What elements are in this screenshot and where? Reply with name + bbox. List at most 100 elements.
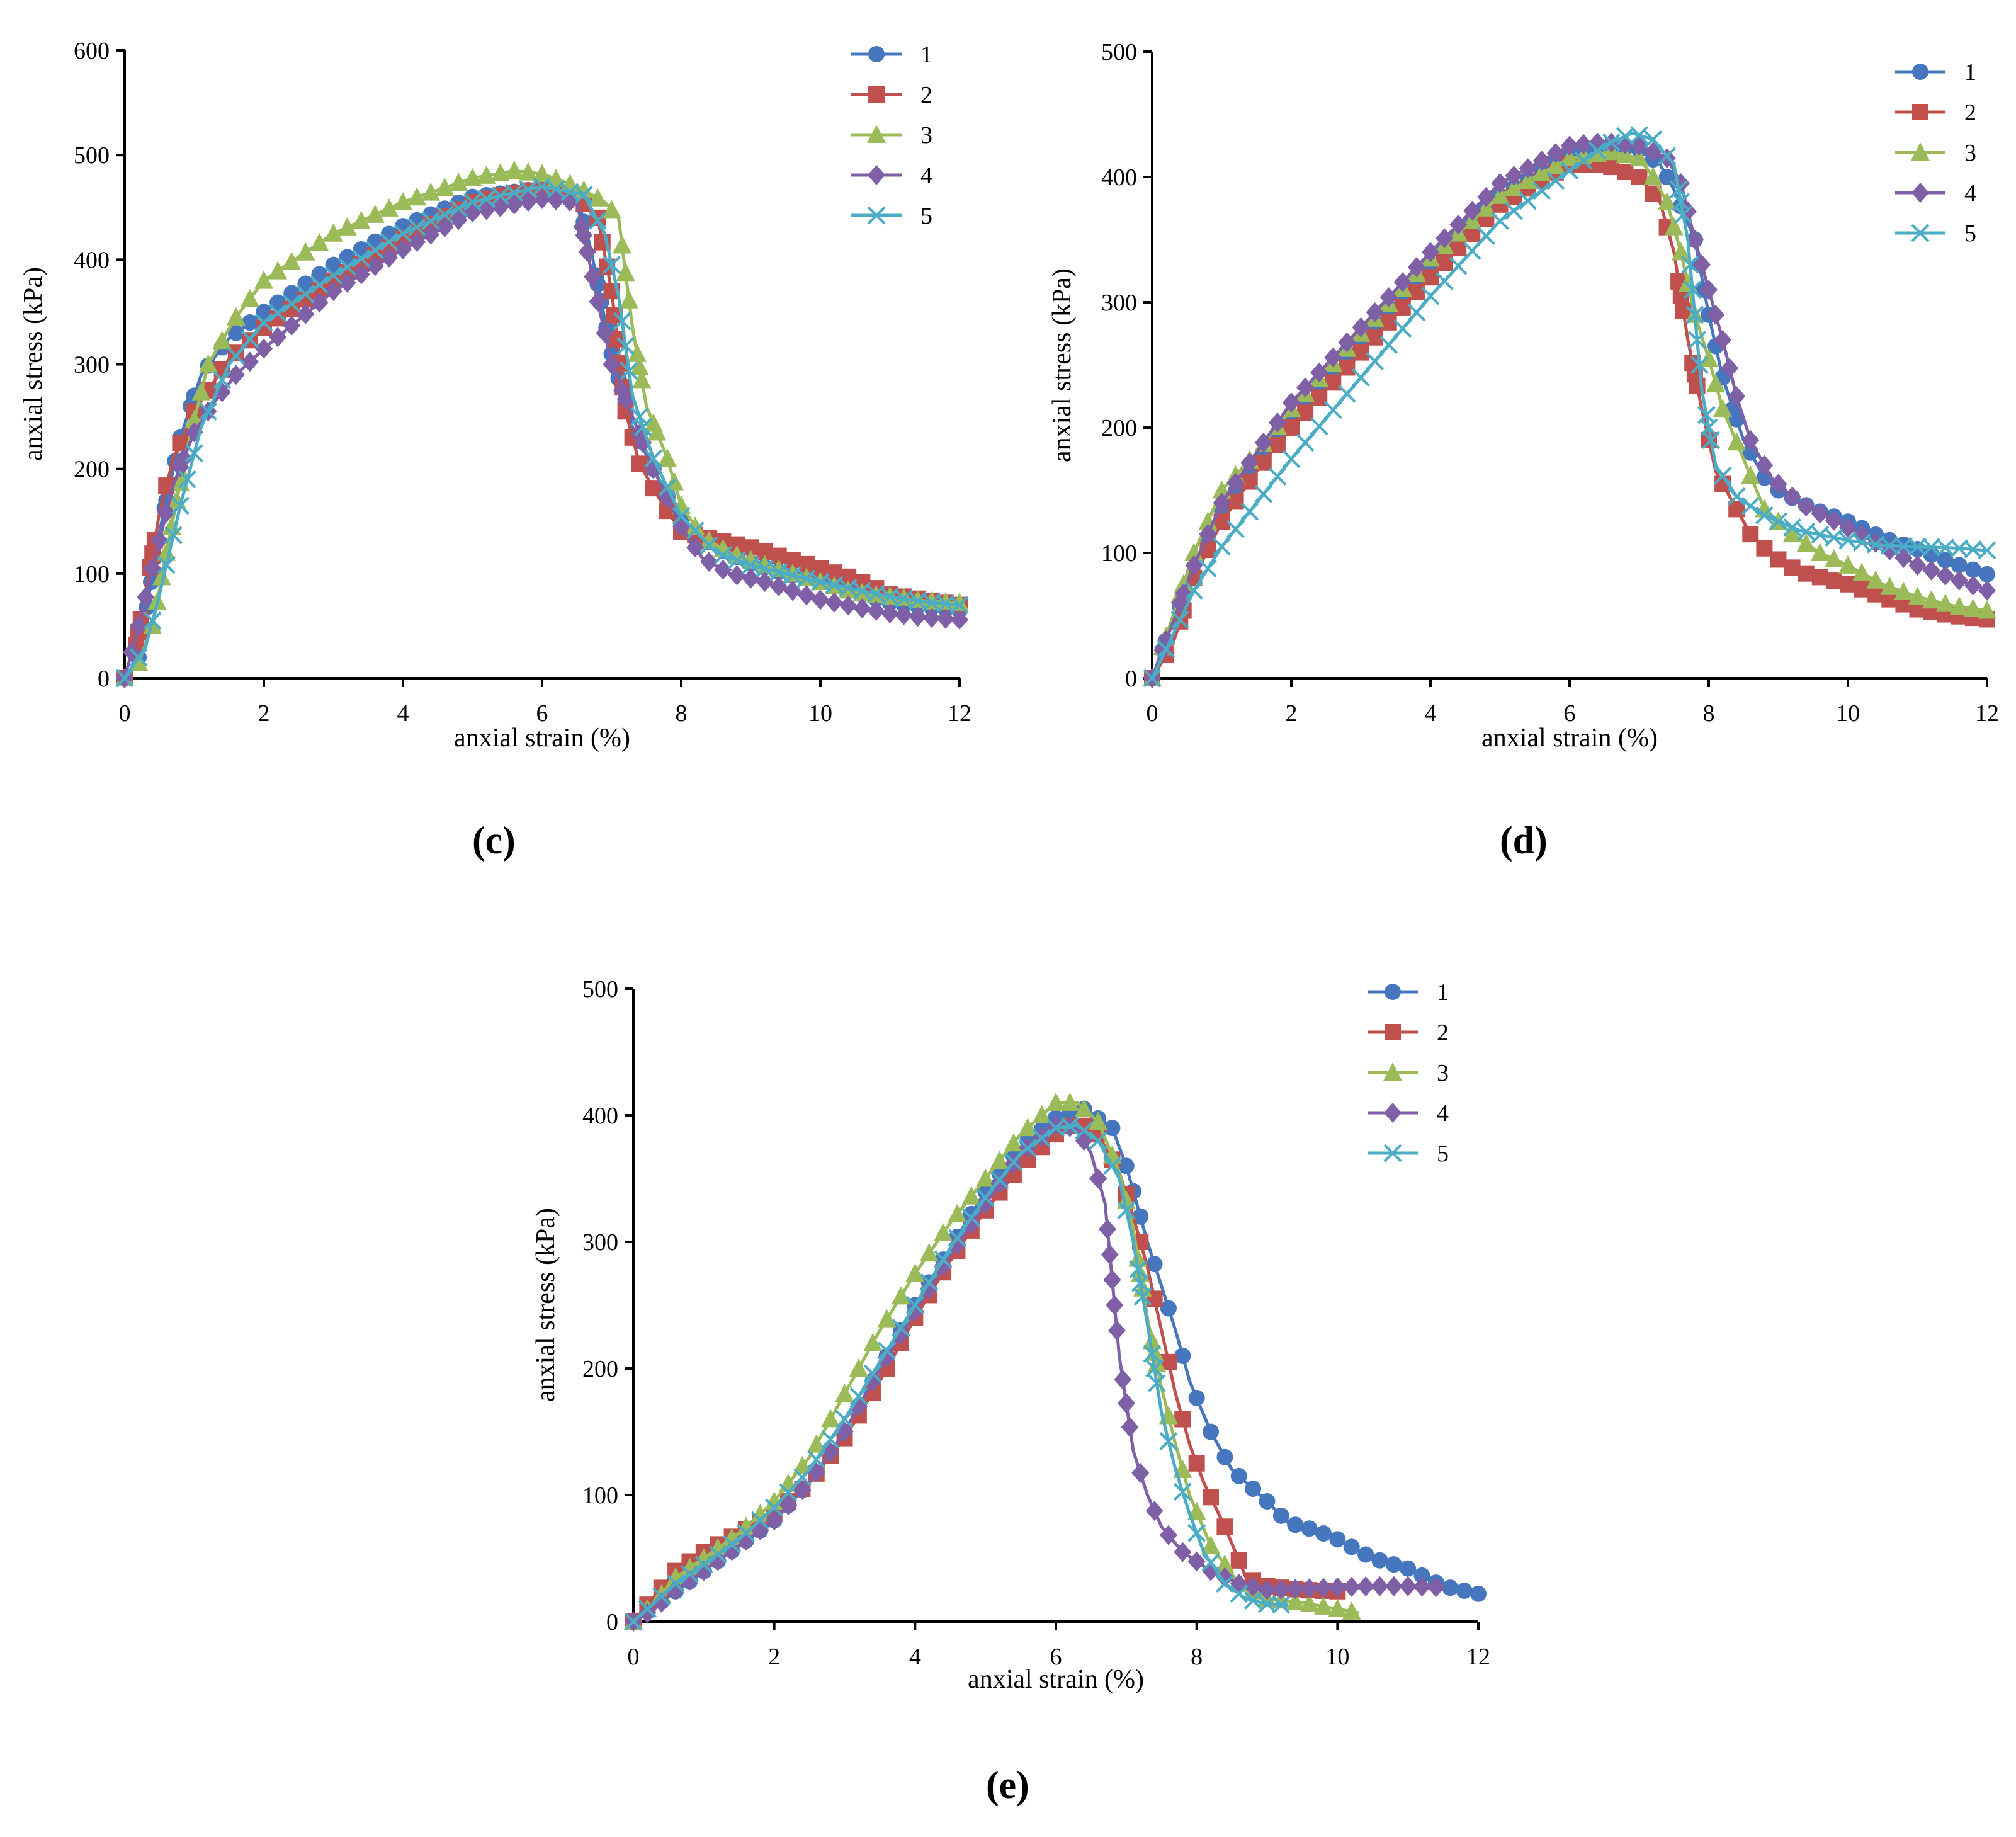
legend-marker (1383, 1062, 1402, 1081)
data-point (1436, 254, 1453, 271)
data-point (1810, 543, 1830, 561)
data-point (407, 187, 427, 206)
data-point (1741, 465, 1760, 484)
data-point (708, 1545, 727, 1564)
data-point (1159, 1525, 1177, 1545)
data-point (1287, 1516, 1304, 1533)
data-point (1187, 1523, 1206, 1542)
data-point (152, 567, 171, 586)
x-tick-label: 2 (1286, 700, 1298, 727)
data-point (1199, 524, 1217, 545)
data-point (1357, 1546, 1374, 1563)
data-point (157, 502, 176, 523)
data-point (1297, 404, 1314, 421)
data-point (647, 422, 667, 441)
data-point (1371, 1552, 1388, 1569)
data-point (812, 589, 829, 610)
data-point (603, 354, 621, 375)
data-point (1103, 1156, 1121, 1175)
data-point (310, 292, 329, 313)
data-point (1700, 280, 1718, 300)
data-point (1240, 502, 1259, 521)
data-point (644, 449, 663, 468)
data-point (1880, 537, 1899, 555)
data-point (905, 1296, 924, 1314)
data-point (1159, 1432, 1178, 1450)
data-point (863, 1364, 882, 1383)
data-point (1936, 538, 1955, 557)
data-point (1811, 569, 1828, 586)
data-point (1707, 304, 1725, 325)
data-point (394, 191, 412, 210)
caption-d: (d) (1500, 819, 1548, 862)
data-point (1240, 452, 1259, 473)
data-point (793, 1468, 812, 1487)
data-point (352, 264, 370, 285)
legend-marker (1385, 1024, 1401, 1040)
data-point (1675, 302, 1692, 319)
data-point (878, 1341, 897, 1360)
x-axis-label: anxial strain (%) (454, 724, 630, 753)
data-point (1393, 319, 1412, 338)
y-tick-label: 500 (74, 142, 110, 169)
data-point (1532, 181, 1551, 200)
x-tick-label: 2 (258, 700, 270, 727)
data-point (1950, 570, 1968, 591)
data-point (491, 196, 509, 217)
data-point (797, 585, 815, 606)
data-point (699, 530, 719, 549)
data-point (1699, 348, 1718, 367)
series-4 (625, 1115, 1445, 1632)
data-point (863, 1333, 883, 1351)
data-point (1721, 358, 1739, 378)
x-tick-label: 10 (1836, 700, 1860, 727)
data-point (1690, 356, 1709, 374)
data-point (1201, 1535, 1221, 1554)
data-point (1004, 1152, 1023, 1171)
data-point (1339, 359, 1356, 376)
y-tick-label: 200 (582, 1356, 618, 1382)
data-point (1408, 284, 1425, 301)
data-point (1449, 256, 1468, 275)
data-point (756, 572, 774, 593)
data-point (1798, 565, 1815, 582)
data-point (793, 1455, 812, 1474)
data-point (1226, 520, 1245, 538)
data-point (1491, 173, 1509, 193)
data-point (1574, 151, 1593, 170)
data-point (490, 162, 510, 181)
legend-label: 3 (1437, 1060, 1449, 1086)
data-point (1714, 329, 1732, 350)
data-point (1616, 127, 1634, 145)
series-3 (1143, 142, 1996, 686)
data-point (1328, 1577, 1347, 1598)
y-tick-label: 400 (74, 247, 110, 273)
data-point (1560, 161, 1579, 180)
data-point (1203, 1423, 1220, 1440)
data-point (297, 304, 315, 324)
data-point (1342, 1576, 1361, 1597)
data-point (764, 1491, 784, 1510)
data-point (620, 290, 639, 309)
data-point (1393, 272, 1412, 293)
data-point (1174, 1411, 1191, 1428)
data-point (1245, 1480, 1262, 1497)
y-tick-label: 300 (1101, 290, 1137, 316)
data-point (1075, 1121, 1094, 1140)
data-point (934, 1222, 953, 1241)
data-point (256, 304, 272, 321)
data-point (1463, 200, 1481, 221)
data-point (1187, 1551, 1206, 1572)
data-point (1922, 560, 1940, 581)
data-point (779, 1483, 798, 1502)
data-point (1188, 1389, 1205, 1406)
data-point (1004, 1133, 1023, 1152)
series-3 (115, 161, 969, 686)
data-point (449, 173, 468, 191)
data-point (1173, 1482, 1192, 1501)
data-point (1268, 412, 1286, 433)
data-point (337, 217, 357, 236)
data-point (283, 285, 300, 302)
data-point (1783, 518, 1802, 537)
